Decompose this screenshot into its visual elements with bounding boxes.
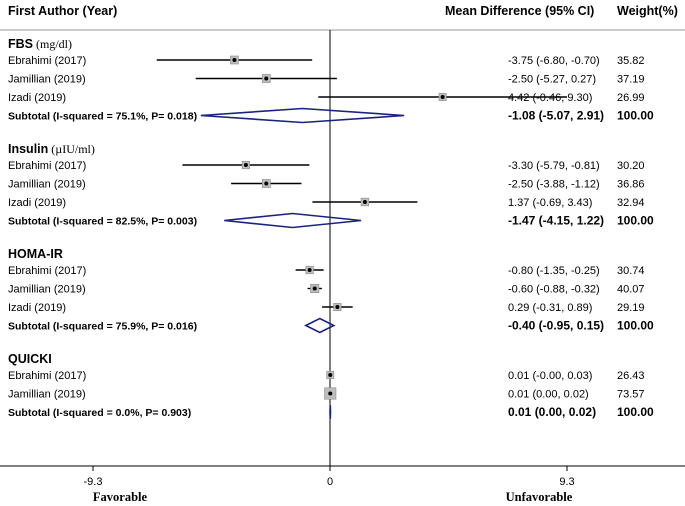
study-ci: 1.37 (-0.69, 3.43) xyxy=(508,197,592,209)
group-unit: (mg/dl) xyxy=(33,37,72,51)
group-title-quicki: QUICKI xyxy=(8,352,52,366)
study-label: Ebrahimi (2017) xyxy=(8,160,86,172)
header-weight: Weight(%) xyxy=(617,4,678,18)
study-label: Jamillian (2019) xyxy=(8,179,86,191)
x-label-favorable: Favorable xyxy=(93,490,148,504)
subtotal-label: Subtotal (I-squared = 82.5%, P= 0.003) xyxy=(8,216,197,228)
study-weight: 30.74 xyxy=(617,265,645,277)
header-study: First Author (Year) xyxy=(8,4,117,18)
subtotal-diamond xyxy=(329,404,332,420)
study-weight: 40.07 xyxy=(617,284,645,296)
study-ci: -3.30 (-5.79, -0.81) xyxy=(508,160,600,172)
study-weight: 35.82 xyxy=(617,55,645,67)
group-name: Insulin xyxy=(8,142,48,156)
point-estimate xyxy=(232,58,237,62)
point-estimate xyxy=(243,163,248,167)
study-ci: -2.50 (-5.27, 0.27) xyxy=(508,74,596,86)
study-label: Ebrahimi (2017) xyxy=(8,55,86,67)
study-ci: 4.42 (-0.46, 9.30) xyxy=(508,92,592,104)
subtotal-weight: 100.00 xyxy=(617,319,654,333)
subtotal-ci: 0.01 (0.00, 0.02) xyxy=(508,405,596,419)
group-name: FBS xyxy=(8,37,33,51)
point-estimate xyxy=(440,95,445,99)
study-ci: -0.60 (-0.88, -0.32) xyxy=(508,284,600,296)
study-label: Ebrahimi (2017) xyxy=(8,265,86,277)
study-ci: 0.29 (-0.31, 0.89) xyxy=(508,302,592,314)
study-label: Izadi (2019) xyxy=(8,302,66,314)
study-ci: 0.01 (0.00, 0.02) xyxy=(508,389,589,401)
group-title-homa-ir: HOMA-IR xyxy=(8,247,63,261)
subtotal-ci: -1.08 (-5.07, 2.91) xyxy=(508,109,604,123)
point-estimate xyxy=(264,181,269,186)
group-title-insulin: Insulin (µIU/ml) xyxy=(8,142,95,156)
study-weight: 36.86 xyxy=(617,179,645,191)
point-estimate xyxy=(362,200,367,204)
group-title-fbs: FBS (mg/dl) xyxy=(8,37,72,51)
subtotal-diamond xyxy=(303,317,336,334)
group-name: QUICKI xyxy=(8,352,52,366)
study-label: Ebrahimi (2017) xyxy=(8,370,86,382)
study-label: Jamillian (2019) xyxy=(8,74,86,86)
subtotal-weight: 100.00 xyxy=(617,405,654,419)
subtotal-diamond xyxy=(200,107,405,124)
study-label: Jamillian (2019) xyxy=(8,284,86,296)
point-estimate xyxy=(335,305,340,309)
subtotal-ci: -1.47 (-4.15, 1.22) xyxy=(508,214,604,228)
point-estimate xyxy=(328,391,333,396)
point-estimate xyxy=(307,268,312,272)
study-weight: 26.99 xyxy=(617,92,645,104)
study-weight: 37.19 xyxy=(617,74,645,86)
subtotal-weight: 100.00 xyxy=(617,109,654,123)
study-ci: -0.80 (-1.35, -0.25) xyxy=(508,265,600,277)
subtotal-ci: -0.40 (-0.95, 0.15) xyxy=(508,319,604,333)
study-label: Izadi (2019) xyxy=(8,197,66,209)
study-label: Izadi (2019) xyxy=(8,92,66,104)
study-ci: 0.01 (-0.00, 0.03) xyxy=(508,370,592,382)
study-label: Jamillian (2019) xyxy=(8,389,86,401)
subtotal-label: Subtotal (I-squared = 75.9%, P= 0.016) xyxy=(8,321,197,333)
study-weight: 29.19 xyxy=(617,302,645,314)
study-weight: 26.43 xyxy=(617,370,645,382)
subtotal-label: Subtotal (I-squared = 75.1%, P= 0.018) xyxy=(8,111,197,123)
subtotal-weight: 100.00 xyxy=(617,214,654,228)
subtotal-label: Subtotal (I-squared = 0.0%, P= 0.903) xyxy=(8,407,191,419)
study-weight: 73.57 xyxy=(617,389,645,401)
x-label-unfavorable: Unfavorable xyxy=(506,490,573,504)
x-tick-label: -9.3 xyxy=(84,476,103,488)
point-estimate xyxy=(264,76,269,81)
subtotal-diamond xyxy=(224,212,362,229)
x-tick-label: 0 xyxy=(327,476,333,488)
group-unit: (µIU/ml) xyxy=(48,142,95,156)
study-ci: -3.75 (-6.80, -0.70) xyxy=(508,55,600,67)
study-weight: 32.94 xyxy=(617,197,645,209)
group-name: HOMA-IR xyxy=(8,247,63,261)
study-ci: -2.50 (-3.88, -1.12) xyxy=(508,179,600,191)
point-estimate xyxy=(312,286,317,291)
header-effect: Mean Difference (95% CI) xyxy=(445,4,594,18)
x-tick-label: 9.3 xyxy=(559,476,574,488)
point-estimate xyxy=(328,373,333,377)
study-weight: 30.20 xyxy=(617,160,645,172)
